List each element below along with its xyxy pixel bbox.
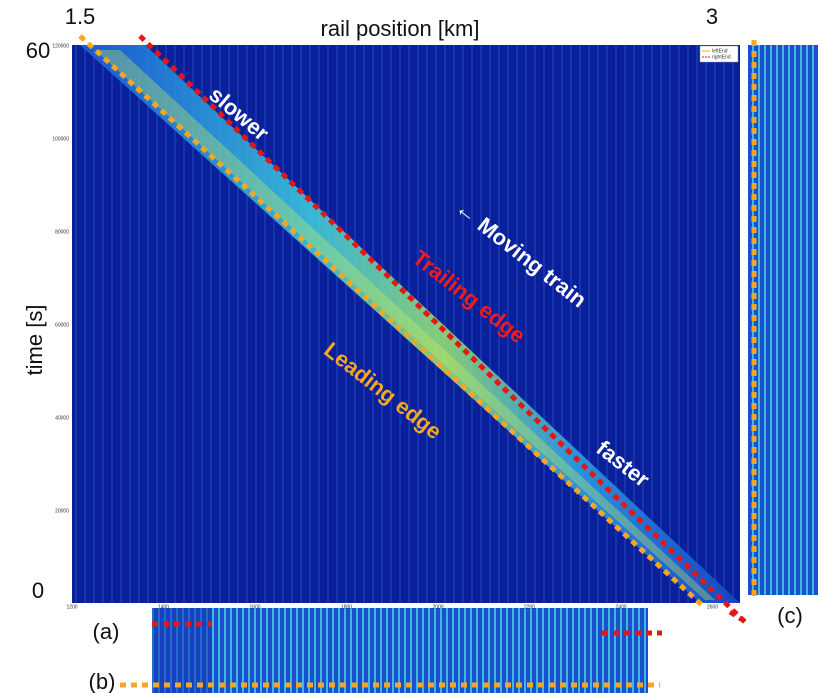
x-end-label: 3: [706, 4, 718, 29]
y-bottom-label: 0: [32, 578, 44, 603]
x-tick-label: 2200: [524, 604, 535, 610]
x-axis-title: rail position [km]: [321, 16, 480, 41]
y-axis-title: time [s]: [22, 305, 47, 376]
panel-c-plot: [748, 45, 818, 595]
train-band-core: [95, 50, 715, 600]
x-tick-label: 2600: [707, 604, 718, 610]
legend-label: leftEnd: [712, 48, 728, 54]
x-tick-label: 1600: [249, 604, 260, 610]
y-tick-label: 100000: [52, 136, 69, 142]
panel-ab-shade: [152, 608, 212, 693]
panel-label: (a): [93, 619, 120, 644]
x-tick-label: 2400: [615, 604, 626, 610]
y-tick-label: 40000: [55, 415, 69, 421]
legend-label: rightEnd: [712, 54, 731, 60]
trailing-edge-line: [138, 34, 747, 624]
panel-label: (c): [777, 603, 803, 628]
x-start-label: 1.5: [65, 4, 96, 29]
x-tick-label: 1800: [341, 604, 352, 610]
panel-c-marker: [728, 609, 748, 625]
y-top-label: 60: [26, 38, 50, 63]
legend-box: [699, 45, 739, 63]
x-tick-label: 1200: [66, 604, 77, 610]
y-tick-label: 120000: [52, 43, 69, 49]
y-tick-label: 60000: [55, 322, 69, 328]
panel-ab-plot: [152, 608, 648, 693]
y-tick-label: 80000: [55, 229, 69, 235]
leading-edge-line: [78, 34, 705, 608]
panel-label: (b): [89, 669, 116, 693]
x-tick-label: 2000: [432, 604, 443, 610]
y-tick-label: 20000: [55, 508, 69, 514]
x-tick-label: 1400: [158, 604, 169, 610]
